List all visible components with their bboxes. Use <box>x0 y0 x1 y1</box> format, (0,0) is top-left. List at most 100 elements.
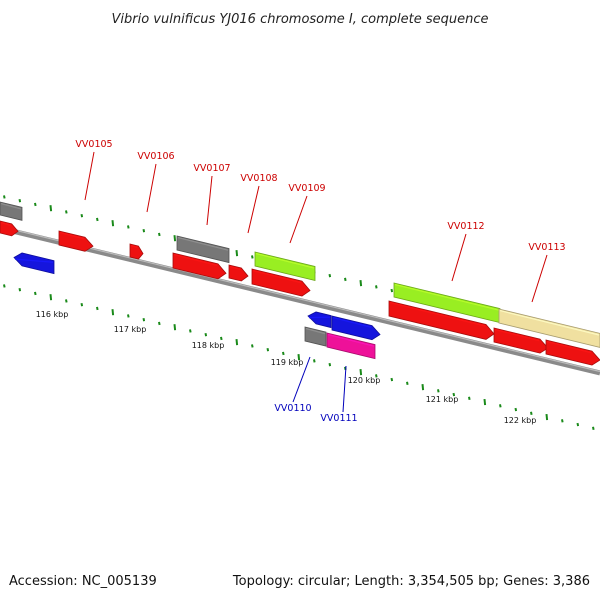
outer-tick-mark <box>390 288 394 293</box>
inner-tick-mark <box>189 329 192 333</box>
red-arrow-edge[interactable] <box>0 220 19 237</box>
inner-tick-mark <box>576 422 580 427</box>
gene-label-vv0108[interactable]: VV0108 <box>240 173 277 184</box>
blue-arrow-vv0111[interactable] <box>331 315 381 341</box>
red-arrow-vv0109[interactable] <box>251 268 311 297</box>
blue-arrow-left[interactable] <box>13 252 55 275</box>
blue-arrow-vv0110[interactable] <box>307 311 332 329</box>
inner-tick-mark <box>390 377 394 382</box>
inner-tick-mark <box>127 314 130 318</box>
outer-tick-mark <box>111 220 115 227</box>
gene-label-vv0107[interactable]: VV0107 <box>193 163 230 174</box>
gene-label-vv0112[interactable]: VV0112 <box>447 221 484 232</box>
red-arrow-vv0112-highlight <box>389 302 486 327</box>
outer-tick-mark <box>375 285 378 289</box>
green-block-vv0112-highlight <box>394 284 500 311</box>
red-arrow-vv0113-highlight <box>494 329 540 342</box>
leader-line-vv0109 <box>289 195 308 244</box>
gene-label-vv0105[interactable]: VV0105 <box>75 139 112 150</box>
inner-tick-mark <box>530 411 533 416</box>
inner-tick-mark <box>96 306 99 311</box>
inner-tick-mark <box>3 284 6 288</box>
genome-backbone <box>0 225 600 376</box>
inner-tick-mark <box>483 398 487 406</box>
inner-tick-mark <box>282 351 285 356</box>
inner-tick-track <box>3 284 595 431</box>
inner-tick-mark <box>111 309 115 316</box>
green-block-vv0109-highlight <box>255 253 315 269</box>
red-arrow-vv0105[interactable] <box>58 230 94 252</box>
leader-line-vv0111 <box>342 365 347 413</box>
inner-tick-mark <box>18 288 22 292</box>
inner-tick-mark <box>204 332 208 337</box>
gray-block-vv0107[interactable] <box>176 235 230 264</box>
red-arrow-vv0112[interactable] <box>388 300 495 340</box>
green-block-vv0109[interactable] <box>254 251 316 282</box>
leader-line-vv0107 <box>206 175 213 226</box>
scale-label: 121 kbp <box>426 395 459 404</box>
gene-label-vv0111[interactable]: VV0111 <box>320 413 357 424</box>
inner-tick-mark <box>545 413 549 421</box>
inner-tick-mark <box>158 321 161 326</box>
gene-label-vv0110[interactable]: VV0110 <box>274 403 311 414</box>
gene-label-vv0113[interactable]: VV0113 <box>528 242 565 253</box>
gray-block-edge-highlight <box>0 203 22 210</box>
gene-label-vv0106[interactable]: VV0106 <box>137 151 174 162</box>
inner-tick-mark <box>142 317 146 322</box>
scale-labels: 116 kbp 117 kbp 118 kbp 119 kbp 120 kbp 121 k… <box>36 310 537 425</box>
inner-tick-mark <box>266 347 270 352</box>
gray-block-vv0110-highlight <box>305 328 326 335</box>
inner-tick-mark <box>65 299 68 303</box>
outer-tick-mark <box>142 228 146 233</box>
outer-tick-mark <box>158 232 161 237</box>
red-arrow-right-edge[interactable] <box>545 339 600 366</box>
inner-tick-mark <box>359 369 363 376</box>
inner-tick-mark <box>437 389 440 393</box>
magenta-block-vv0111[interactable] <box>326 332 376 360</box>
inner-tick-mark <box>514 407 518 412</box>
scale-label: 122 kbp <box>504 416 537 425</box>
leader-line-vv0105 <box>84 151 95 201</box>
outer-tick-mark <box>3 195 6 199</box>
outer-tick-mark <box>18 199 22 203</box>
inner-tick-mark <box>80 302 84 307</box>
outer-tick-mark <box>359 280 363 287</box>
red-arrow-vv0106-highlight <box>130 245 138 249</box>
inner-tick-mark <box>375 374 378 378</box>
red-arrow-vv0105-highlight <box>59 232 85 240</box>
outer-tick-mark <box>65 210 68 214</box>
inner-tick-mark <box>235 339 239 346</box>
scale-label: 119 kbp <box>271 358 304 367</box>
red-arrow-edge-highlight <box>0 222 11 227</box>
inner-tick-mark <box>561 419 564 423</box>
inner-tick-mark <box>251 344 254 348</box>
outer-tick-mark <box>235 250 239 257</box>
gray-block-edge[interactable] <box>0 201 23 221</box>
scale-label: 116 kbp <box>36 310 69 319</box>
scale-label: 120 kbp <box>348 376 381 385</box>
leader-line-vv0106 <box>146 163 157 213</box>
topology-text: Topology: circular; Length: 3,354,505 bp… <box>232 574 590 589</box>
gray-block-vv0110[interactable] <box>304 326 327 347</box>
red-arrow-vv0113[interactable] <box>493 327 549 354</box>
red-arrow-vv0107[interactable] <box>172 252 227 280</box>
red-arrow-vv0106[interactable] <box>129 243 144 260</box>
inner-tick-mark <box>49 294 53 301</box>
outer-tick-mark <box>34 202 37 207</box>
gray-block-vv0107-highlight <box>177 237 229 251</box>
gene-label-vv0109[interactable]: VV0109 <box>288 183 325 194</box>
outer-tick-mark <box>344 277 347 282</box>
red-arrow-vv0108[interactable] <box>228 264 249 282</box>
yellow-block-vv0113[interactable] <box>498 308 600 348</box>
scale-label: 117 kbp <box>114 325 147 334</box>
blue-arrow-vv0111-highlight <box>332 317 372 328</box>
leader-line-vv0110 <box>292 356 311 403</box>
accession-text: Accession: NC_005139 <box>9 574 157 589</box>
map-title: Vibrio vulnificus YJ016 chromosome I, co… <box>111 12 488 27</box>
inner-tick-mark <box>297 354 301 361</box>
outer-tick-mark <box>96 217 99 222</box>
inner-tick-mark <box>592 426 595 431</box>
inner-tick-mark <box>313 359 316 363</box>
outer-tick-mark <box>127 225 130 229</box>
